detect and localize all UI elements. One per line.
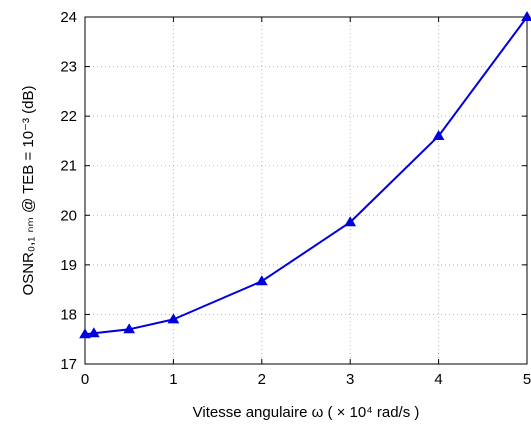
data-point-marker xyxy=(521,11,531,21)
x-tick-label: 5 xyxy=(523,371,531,388)
y-tick-label: 19 xyxy=(60,257,77,274)
y-tick-label: 17 xyxy=(60,356,77,373)
x-tick-label: 0 xyxy=(81,371,89,388)
y-tick-label: 22 xyxy=(60,108,77,125)
y-tick-label: 24 xyxy=(60,9,77,26)
series-layer xyxy=(79,11,531,339)
series-line xyxy=(84,16,528,336)
x-tick-label: 4 xyxy=(434,371,442,388)
data-point-marker xyxy=(255,275,268,286)
data-point-marker xyxy=(123,323,136,334)
x-tick-label: 1 xyxy=(169,371,177,388)
data-point-marker xyxy=(87,327,100,338)
y-tick-label: 20 xyxy=(60,207,77,224)
y-tick-label: 18 xyxy=(60,306,77,323)
y-tick-label: 23 xyxy=(60,59,77,76)
data-point-marker xyxy=(79,328,91,339)
data-point-marker xyxy=(344,216,357,227)
x-tick-label: 3 xyxy=(346,371,354,388)
data-point-marker xyxy=(167,313,180,324)
plot-frame xyxy=(84,16,528,365)
x-axis-label: Vitesse angulaire ω ( × 10⁴ rad/s ) xyxy=(193,404,420,421)
y-tick-label: 21 xyxy=(60,158,77,175)
grid-lines xyxy=(85,17,527,364)
x-tick-label: 2 xyxy=(258,371,266,388)
y-axis-label: OSNR₀,₁ ₙₘ @ TEB = 10⁻³ (dB) xyxy=(20,86,37,296)
data-point-marker xyxy=(432,129,445,140)
